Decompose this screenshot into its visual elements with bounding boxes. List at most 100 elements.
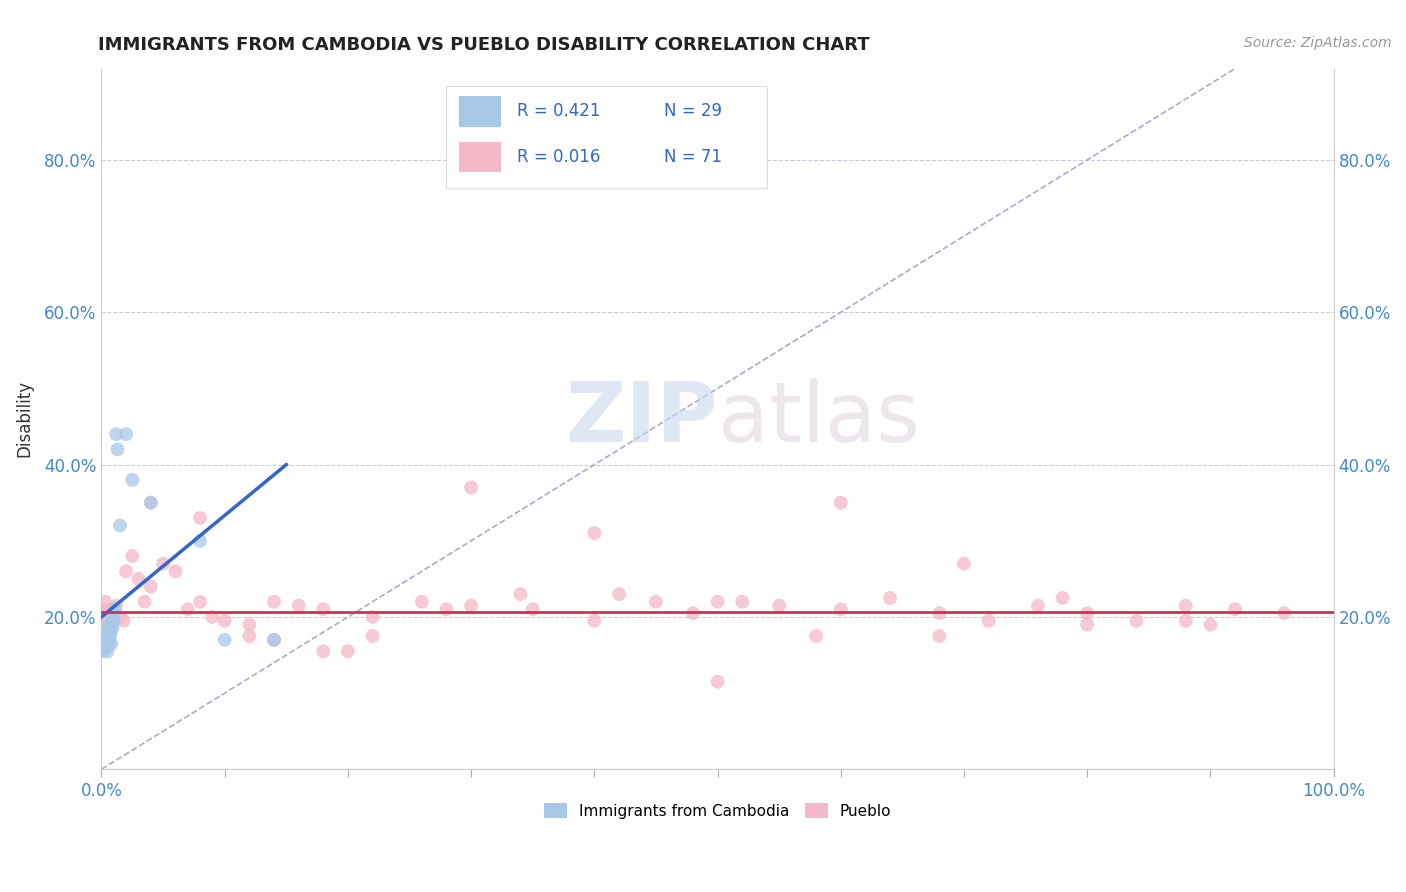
Point (188, 533, 211, 548)
Point (1223, 602, 1246, 616)
Point (1174, 599, 1197, 613)
Point (214, 614, 236, 628)
Point (682, 606, 704, 620)
Point (101, 621, 124, 635)
Point (121, 473, 143, 487)
Point (93, 629, 115, 643)
Point (91, 644, 114, 658)
Point (706, 674, 728, 689)
Point (645, 595, 668, 609)
Point (121, 549, 143, 563)
Point (165, 564, 187, 578)
Point (96, 640, 118, 655)
Point (115, 427, 138, 442)
Point (830, 602, 852, 616)
Point (188, 595, 211, 609)
Point (103, 606, 125, 620)
Point (460, 599, 482, 613)
Point (263, 632, 285, 647)
Point (361, 610, 384, 624)
Point (879, 591, 901, 605)
Point (509, 587, 531, 601)
Point (104, 602, 127, 616)
Point (100, 602, 122, 616)
Text: ZIP: ZIP (565, 378, 717, 459)
Point (214, 632, 236, 647)
Point (804, 629, 827, 643)
Text: IMMIGRANTS FROM CAMBODIA VS PUEBLO DISABILITY CORRELATION CHART: IMMIGRANTS FROM CAMBODIA VS PUEBLO DISAB… (98, 36, 870, 54)
Point (238, 629, 260, 643)
Point (139, 496, 162, 510)
Point (103, 614, 125, 628)
Point (977, 614, 1000, 628)
Point (238, 617, 260, 632)
Point (139, 580, 162, 594)
Point (94, 632, 117, 647)
Point (336, 644, 359, 658)
Point (1076, 606, 1098, 620)
Legend: Immigrants from Cambodia, Pueblo: Immigrants from Cambodia, Pueblo (537, 797, 897, 825)
Point (177, 602, 200, 616)
Point (460, 480, 482, 494)
Point (94, 595, 117, 609)
Point (731, 595, 754, 609)
Point (97, 621, 120, 635)
Point (100, 617, 122, 632)
Point (928, 606, 950, 620)
Point (115, 564, 138, 578)
Point (105, 599, 128, 613)
Point (134, 595, 156, 609)
Point (94, 637, 117, 651)
Point (97, 644, 120, 658)
Point (522, 602, 544, 616)
Point (287, 599, 309, 613)
Point (100, 637, 122, 651)
Text: Source: ZipAtlas.com: Source: ZipAtlas.com (1244, 36, 1392, 50)
Point (101, 614, 124, 628)
Point (108, 610, 131, 624)
Point (1076, 617, 1098, 632)
Point (127, 572, 149, 586)
Point (112, 614, 135, 628)
Point (105, 427, 128, 442)
Point (188, 511, 211, 525)
Point (152, 557, 174, 571)
Point (1272, 606, 1295, 620)
Point (361, 629, 384, 643)
Point (768, 599, 790, 613)
Point (263, 595, 285, 609)
Point (96, 625, 118, 640)
Point (1052, 591, 1074, 605)
Point (98, 614, 121, 628)
Point (93, 640, 115, 655)
Point (108, 518, 131, 533)
Point (97, 617, 120, 632)
Point (98, 629, 121, 643)
Point (312, 602, 335, 616)
Point (928, 629, 950, 643)
Y-axis label: Disability: Disability (15, 380, 32, 458)
Point (263, 632, 285, 647)
Text: atlas: atlas (717, 378, 920, 459)
Point (97, 632, 120, 647)
Point (97, 610, 120, 624)
Point (1026, 599, 1049, 613)
Point (107, 442, 129, 457)
Point (91, 602, 114, 616)
Point (1174, 614, 1197, 628)
Point (1199, 617, 1222, 632)
Point (583, 526, 606, 541)
Point (101, 614, 124, 628)
Point (98, 625, 121, 640)
Point (201, 610, 224, 624)
Point (436, 602, 458, 616)
Point (583, 614, 606, 628)
Point (706, 595, 728, 609)
Point (312, 644, 335, 658)
Point (1125, 614, 1147, 628)
Point (607, 587, 630, 601)
Point (411, 595, 433, 609)
Point (96, 614, 118, 628)
Point (97, 637, 120, 651)
Point (139, 496, 162, 510)
